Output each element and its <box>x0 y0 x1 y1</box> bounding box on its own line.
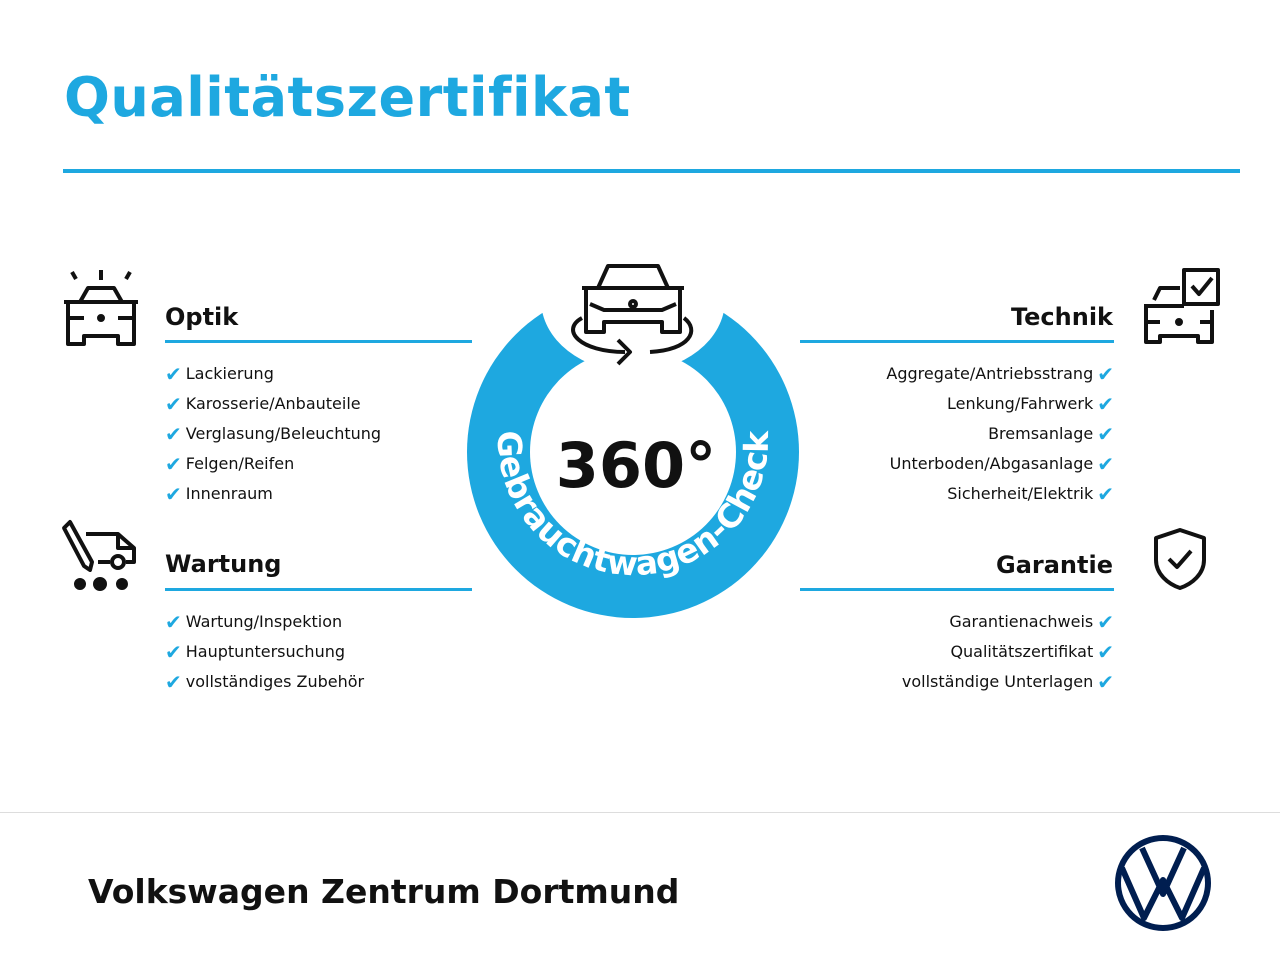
footer-divider <box>0 812 1280 813</box>
page-title: Qualitätszertifikat <box>64 66 631 129</box>
item-label: Hauptuntersuchung <box>185 642 345 661</box>
check-icon: ✔ <box>1097 610 1114 634</box>
list-item: ✔ Lackierung <box>165 359 381 389</box>
check-icon: ✔ <box>1097 392 1114 416</box>
check-icon: ✔ <box>1097 362 1114 386</box>
badge-360: 360° <box>556 429 716 502</box>
list-item: ✔ Karosserie/Anbauteile <box>165 389 381 419</box>
item-label: Innenraum <box>185 484 273 503</box>
item-label: Aggregate/Antriebsstrang <box>886 364 1094 383</box>
wartung-divider <box>165 588 472 591</box>
optik-heading: Optik <box>165 303 239 331</box>
check-icon: ✔ <box>1097 640 1114 664</box>
item-label: Felgen/Reifen <box>185 454 295 473</box>
list-item: Lenkung/Fahrwerk ✔ <box>886 389 1114 419</box>
list-item: Unterboden/Abgasanlage ✔ <box>886 449 1114 479</box>
shield-check-icon <box>1154 528 1206 590</box>
check-icon: ✔ <box>1097 452 1114 476</box>
check-icon: ✔ <box>165 610 182 634</box>
item-label: Lackierung <box>185 364 274 383</box>
list-item: ✔ Wartung/Inspektion <box>165 607 364 637</box>
item-label: Verglasung/Beleuchtung <box>185 424 382 443</box>
list-item: ✔ Hauptuntersuchung <box>165 637 364 667</box>
garantie-list: Garantienachweis ✔ Qualitätszertifikat ✔ v… <box>902 607 1114 697</box>
item-label: Wartung/Inspektion <box>185 612 343 631</box>
car-checklist-icon <box>1144 268 1220 344</box>
list-item: ✔ vollständiges Zubehör <box>165 667 364 697</box>
item-label: Sicherheit/Elektrik <box>947 484 1094 503</box>
check-icon: ✔ <box>165 452 182 476</box>
list-item: ✔ Verglasung/Beleuchtung <box>165 419 381 449</box>
technik-list: Aggregate/Antriebsstrang ✔ Lenkung/Fahrwe… <box>886 359 1114 509</box>
list-item: ✔ Felgen/Reifen <box>165 449 381 479</box>
car-lights-icon <box>64 270 138 346</box>
item-label: Unterboden/Abgasanlage <box>889 454 1094 473</box>
item-label: Garantienachweis <box>949 612 1094 631</box>
list-item: ✔ Innenraum <box>165 479 381 509</box>
check-icon: ✔ <box>165 640 182 664</box>
car-rotate-icon <box>571 264 694 366</box>
item-label: vollständige Unterlagen <box>901 672 1094 691</box>
item-label: Lenkung/Fahrwerk <box>946 394 1094 413</box>
technik-heading: Technik <box>1010 303 1113 331</box>
wartung-heading: Wartung <box>165 550 282 578</box>
optik-list: ✔ Lackierung ✔ Karosserie/Anbauteile ✔ Verg… <box>165 359 381 509</box>
list-item: Garantienachweis ✔ <box>902 607 1114 637</box>
check-icon: ✔ <box>165 362 182 386</box>
check-icon: ✔ <box>165 422 182 446</box>
wartung-list: ✔ Wartung/Inspektion ✔ Hauptuntersuchung ✔… <box>165 607 364 697</box>
technik-divider <box>800 340 1114 343</box>
list-item: Aggregate/Antriebsstrang ✔ <box>886 359 1114 389</box>
item-label: Qualitätszertifikat <box>950 642 1094 661</box>
badge-inner <box>530 349 736 555</box>
garantie-heading: Garantie <box>996 551 1113 579</box>
check-icon: ✔ <box>1097 670 1114 694</box>
list-item: Qualitätszertifikat ✔ <box>902 637 1114 667</box>
check-icon: ✔ <box>1097 422 1114 446</box>
check-icon: ✔ <box>165 670 182 694</box>
item-label: Karosserie/Anbauteile <box>185 394 361 413</box>
dealer-name: Volkswagen Zentrum Dortmund <box>88 872 680 911</box>
title-divider <box>63 169 1240 173</box>
item-label: Bremsanlage <box>988 424 1094 443</box>
item-label: vollständiges Zubehör <box>185 672 365 691</box>
service-van-icon <box>62 520 136 591</box>
vw-logo <box>1115 835 1211 931</box>
check-icon: ✔ <box>165 392 182 416</box>
list-item: Bremsanlage ✔ <box>886 419 1114 449</box>
list-item: vollständige Unterlagen ✔ <box>902 667 1114 697</box>
check-icon: ✔ <box>165 482 182 506</box>
check-icon: ✔ <box>1097 482 1114 506</box>
garantie-divider <box>800 588 1114 591</box>
optik-divider <box>165 340 472 343</box>
list-item: Sicherheit/Elektrik ✔ <box>886 479 1114 509</box>
